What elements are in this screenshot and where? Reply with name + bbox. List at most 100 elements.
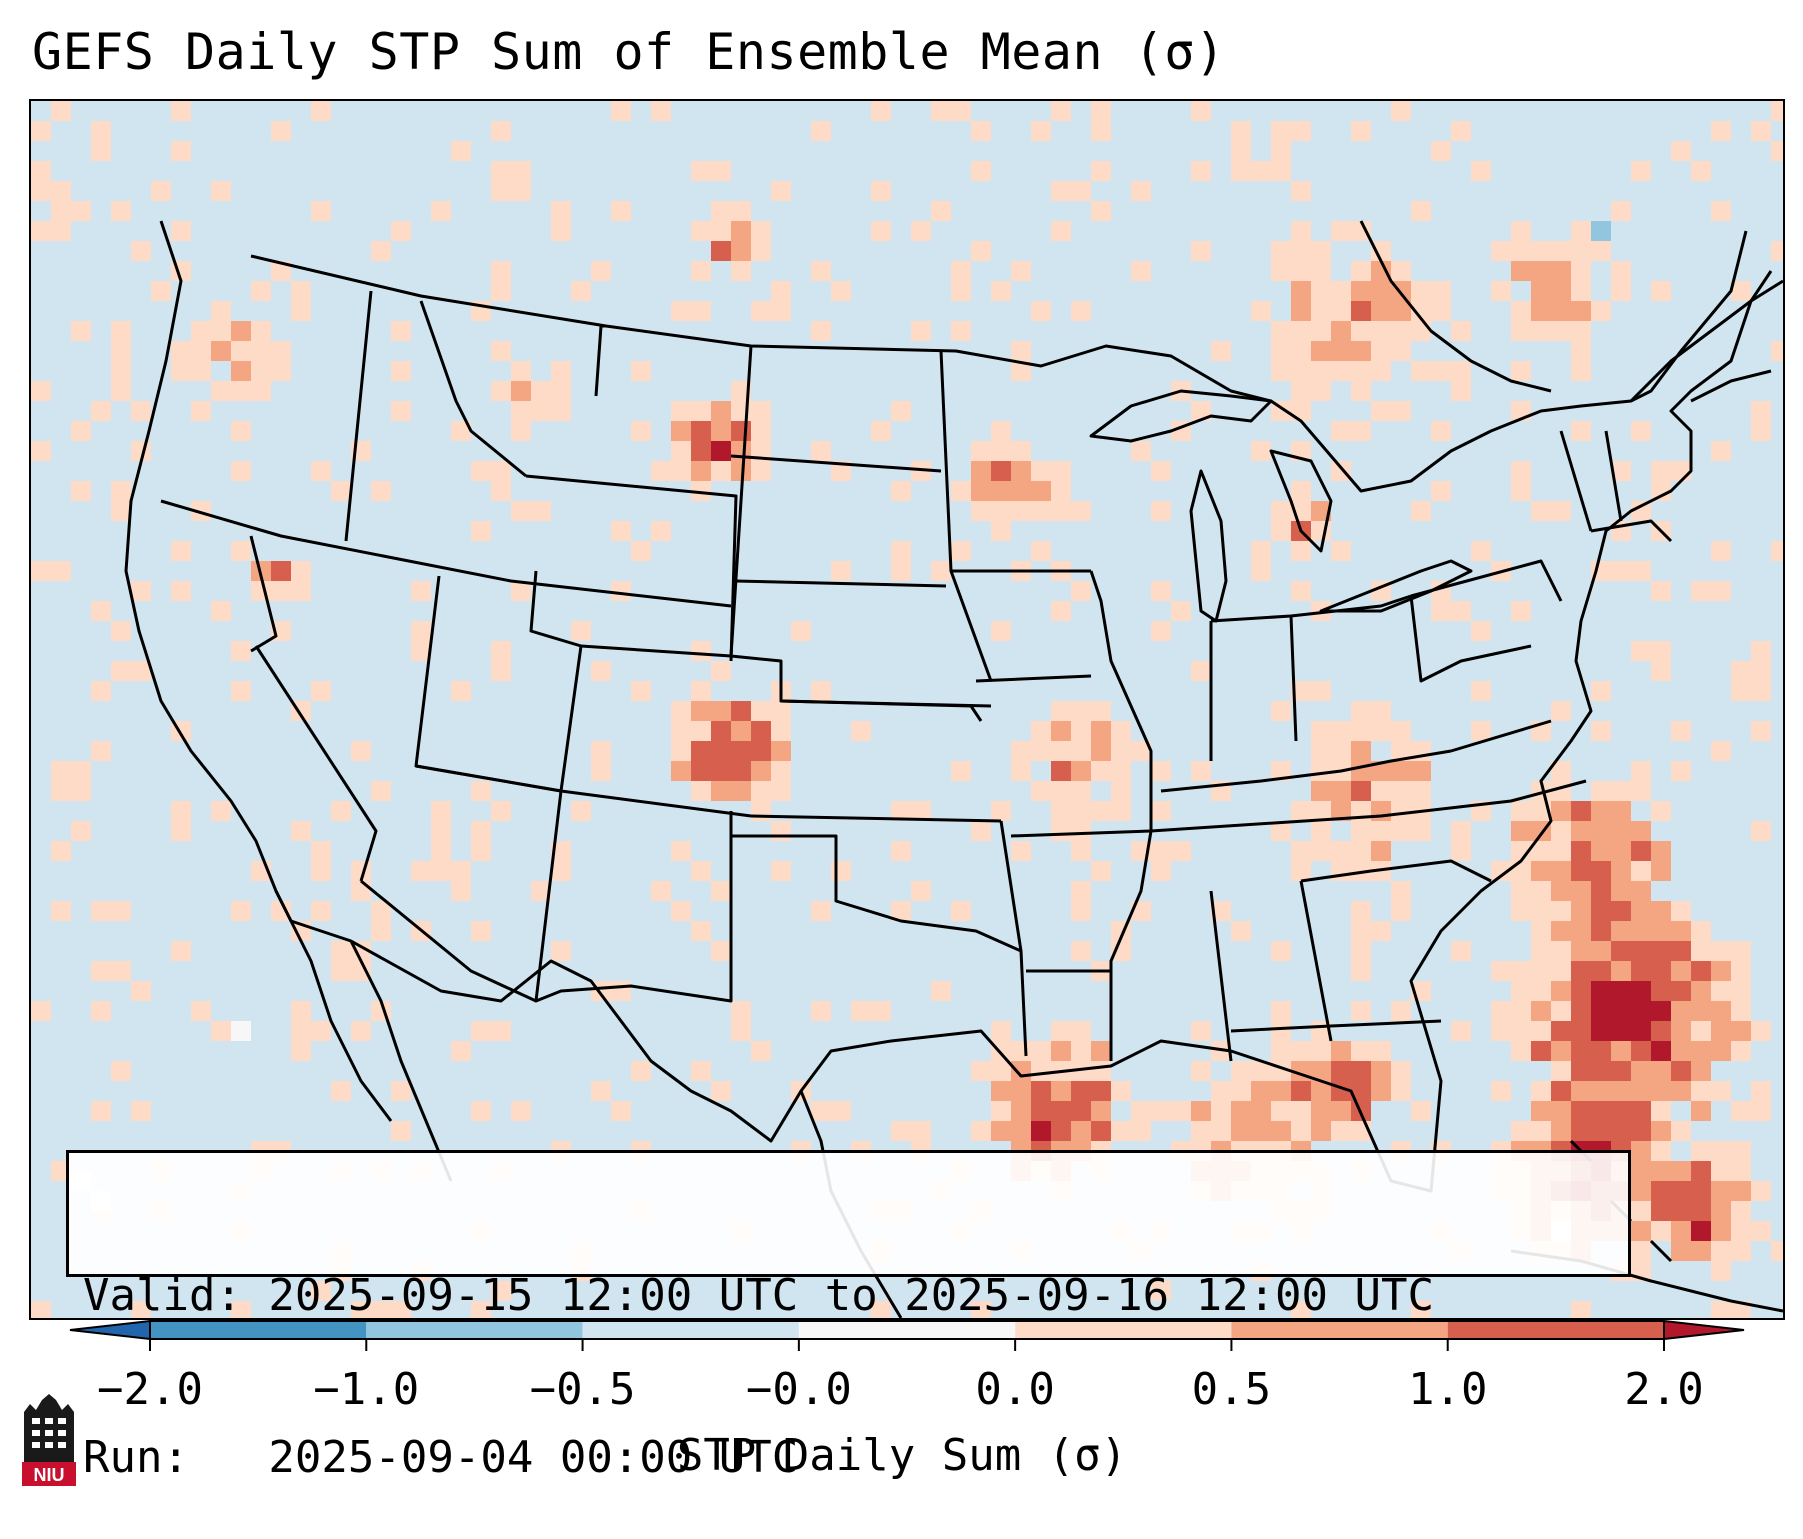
stp-cell <box>1291 121 1311 141</box>
stp-cell <box>991 421 1011 441</box>
stp-cell <box>1591 821 1611 841</box>
stp-cell <box>911 1121 931 1141</box>
stp-cell <box>1331 341 1351 361</box>
stp-cell <box>1551 1101 1571 1121</box>
stp-cell <box>1571 301 1591 321</box>
colorbar-tick-label: 2.0 <box>1624 1364 1704 1415</box>
stp-cell <box>1291 801 1311 821</box>
stp-cell <box>1411 321 1431 341</box>
stp-cell <box>711 201 731 221</box>
stp-cell <box>1431 141 1451 161</box>
stp-cell <box>691 301 711 321</box>
stp-cell <box>1151 461 1171 481</box>
stp-cell <box>1531 961 1551 981</box>
stp-cell <box>1571 981 1591 1001</box>
stp-cell <box>1011 441 1031 461</box>
stp-cell <box>551 221 571 241</box>
stp-cell <box>111 661 131 681</box>
stp-cell <box>1531 301 1551 321</box>
stp-cell <box>1251 561 1271 581</box>
stp-cell <box>251 281 271 301</box>
stp-cell <box>691 261 711 281</box>
stp-cell <box>111 961 131 981</box>
stp-cell <box>1371 921 1391 941</box>
stp-cell <box>1551 961 1571 981</box>
stp-cell <box>1611 561 1631 581</box>
stp-cell <box>1391 301 1411 321</box>
stp-cell <box>1271 1101 1291 1121</box>
stp-cell <box>1071 941 1091 961</box>
stp-cell <box>1731 281 1751 301</box>
stp-cell <box>1631 921 1651 941</box>
stp-cell <box>1111 1121 1131 1141</box>
stp-cell <box>211 801 231 821</box>
stp-cell <box>971 1061 991 1081</box>
stp-cell <box>171 581 191 601</box>
stp-cell <box>571 801 591 821</box>
stp-cell <box>1631 1141 1651 1161</box>
stp-cell <box>1011 1041 1031 1061</box>
stp-cell <box>711 781 731 801</box>
stp-cell <box>1271 141 1291 161</box>
stp-cell <box>191 401 211 421</box>
state-line <box>1209 890 1233 1062</box>
stp-cell <box>71 321 91 341</box>
stp-cell <box>1351 721 1371 741</box>
stp-cell <box>1271 521 1291 541</box>
stp-cell <box>111 1061 131 1081</box>
stp-cell <box>971 461 991 481</box>
stp-cell <box>1651 941 1671 961</box>
stp-cell <box>1771 141 1783 161</box>
stp-cell <box>1731 1101 1751 1121</box>
stp-cell <box>1551 301 1571 321</box>
stp-cell <box>1691 921 1711 941</box>
stp-cell <box>751 741 771 761</box>
stp-cell <box>1511 821 1531 841</box>
stp-cell <box>971 481 991 501</box>
stp-cell <box>1231 1101 1251 1121</box>
stp-cell <box>431 841 451 861</box>
stp-cell <box>311 1021 331 1041</box>
stp-cell <box>1271 821 1291 841</box>
stp-cell <box>1351 1081 1371 1101</box>
state-line <box>1299 880 1333 1042</box>
stp-cell <box>991 621 1011 641</box>
stp-cell <box>651 101 671 121</box>
stp-cell <box>1671 721 1691 741</box>
stp-cell <box>491 461 511 481</box>
stp-cell <box>1191 1121 1211 1141</box>
stp-cell <box>1571 861 1591 881</box>
stp-cell <box>1711 1241 1731 1261</box>
stp-cell <box>1731 661 1751 681</box>
stp-cell <box>1351 361 1371 381</box>
stp-cell <box>171 141 191 161</box>
stp-cell <box>1131 441 1151 461</box>
stp-cell <box>1451 361 1471 381</box>
stp-cell <box>1671 941 1691 961</box>
stp-cell <box>1671 1241 1691 1261</box>
lake-superior <box>1089 389 1273 443</box>
stp-cell <box>1411 1101 1431 1121</box>
stp-cell <box>751 241 771 261</box>
stp-cell <box>1551 821 1571 841</box>
stp-cell <box>1311 1061 1331 1081</box>
stp-cell <box>771 181 791 201</box>
stp-cell <box>1411 761 1431 781</box>
stp-cell <box>751 721 771 741</box>
stp-cell <box>491 161 511 181</box>
stp-cell <box>1531 921 1551 941</box>
stp-cell <box>1551 1121 1571 1141</box>
stp-cell <box>1391 781 1411 801</box>
stp-cell <box>1751 1101 1771 1121</box>
stp-cell <box>1631 981 1651 1001</box>
stp-cell <box>1511 1021 1531 1041</box>
stp-cell <box>1711 1301 1731 1318</box>
stp-cell <box>31 181 51 201</box>
stp-cell <box>931 101 951 121</box>
stp-cell <box>1711 121 1731 141</box>
stp-cell <box>751 441 771 461</box>
stp-cell <box>1551 861 1571 881</box>
stp-cell <box>951 761 971 781</box>
stp-cell <box>831 281 851 301</box>
stp-cell <box>1231 1121 1251 1141</box>
